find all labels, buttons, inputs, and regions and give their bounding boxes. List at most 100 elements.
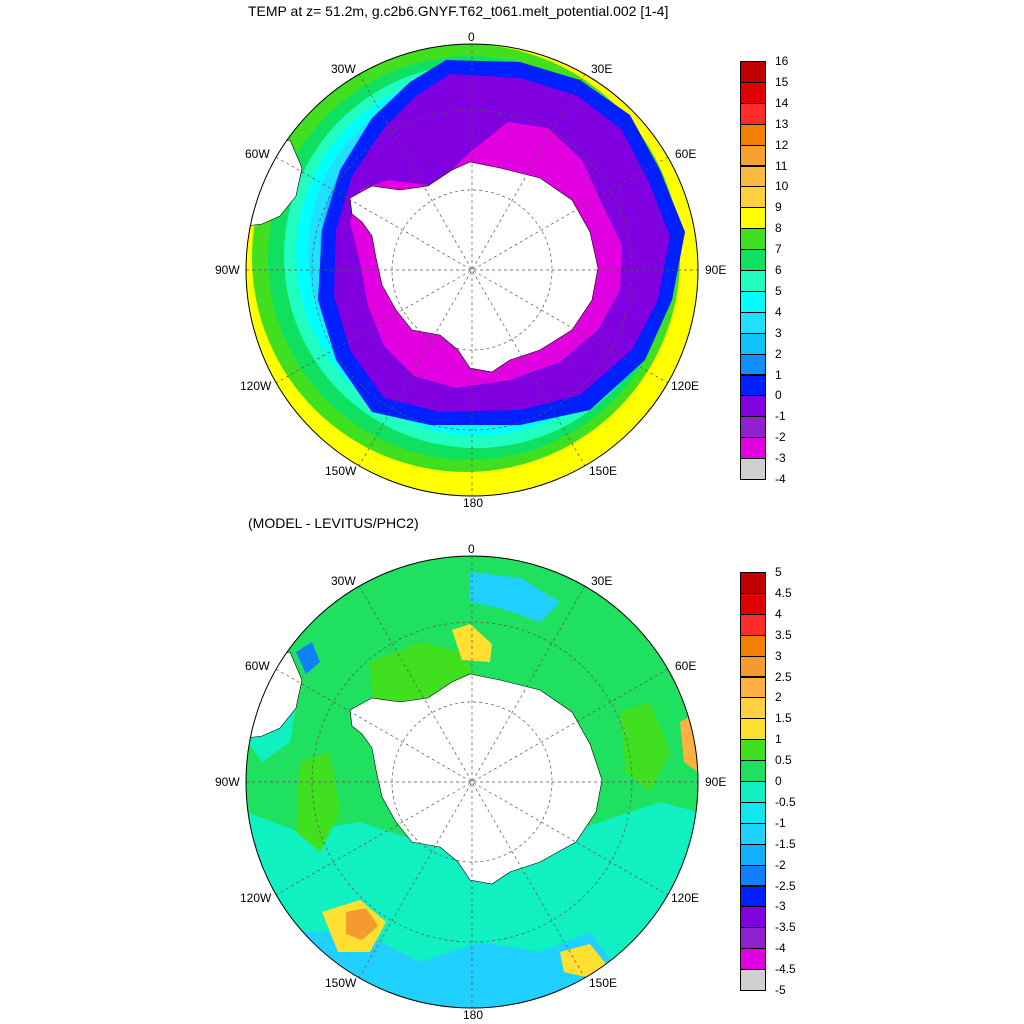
difference-colorbar-color-box — [740, 613, 766, 636]
temperature-colorbar-color-box — [740, 102, 766, 125]
difference-colorbar-color-box — [740, 801, 766, 824]
temperature-colorbar-color-box — [740, 81, 766, 104]
lon-label-0: 0 — [468, 30, 475, 44]
lon-label-30w: 30W — [331, 574, 356, 588]
lon-label-180: 180 — [463, 1008, 484, 1022]
temperature-polar-map — [245, 43, 699, 497]
antarctica-land — [349, 673, 603, 885]
temperature-colorbar-label: -1 — [775, 409, 786, 424]
difference-colorbar-label: 4 — [775, 606, 782, 621]
difference-colorbar-label: -2 — [775, 857, 786, 872]
lon-label-30e: 30E — [591, 574, 613, 588]
temperature-colorbar-color-box — [740, 186, 766, 209]
difference-colorbar-color-box — [740, 572, 766, 594]
temperature-colorbar-label: 12 — [775, 137, 789, 152]
difference-colorbar-label: -2.5 — [775, 878, 796, 893]
diff-region-minus2 — [296, 642, 320, 674]
temperature-colorbar-label: 11 — [775, 158, 788, 173]
temperature-colorbar-label: 13 — [775, 116, 789, 131]
difference-panel: 0 30E 60E 90E 120E 150E 180 150W 120W 90… — [0, 512, 1024, 1024]
difference-colorbar-color-box — [740, 927, 766, 950]
temperature-colorbar-label: 14 — [775, 95, 789, 110]
lon-label-120e: 120E — [671, 891, 700, 905]
lon-label-90e: 90E — [705, 263, 727, 277]
diff-region-plus3 — [346, 908, 378, 940]
difference-polar-map — [245, 555, 699, 1009]
difference-colorbar-label: -4 — [775, 941, 786, 956]
lon-label-90w: 90W — [215, 775, 240, 789]
temperature-colorbar-label: 8 — [775, 221, 782, 236]
difference-colorbar-color-box — [740, 760, 766, 782]
difference-colorbar-color-box — [740, 739, 766, 762]
difference-colorbar-label: 4.5 — [775, 585, 792, 600]
lon-label-150e: 150E — [589, 976, 618, 990]
lon-label-60w: 60W — [245, 147, 270, 161]
difference-colorbar-color-box — [740, 969, 766, 991]
difference-colorbar-label: 0 — [775, 774, 782, 788]
temperature-colorbar-color-box — [740, 353, 766, 376]
lon-label-120w: 120W — [240, 379, 272, 393]
temperature-colorbar-color-box — [740, 207, 766, 230]
difference-colorbar-color-box — [740, 843, 766, 866]
temperature-colorbar-color-box — [740, 332, 766, 355]
difference-colorbar: 5 4.5 4 3.5 3 2.5 2 1.5 1 0.5 0 -0.5 -1 -1.5 -2 -2.5 -3 -… — [740, 565, 796, 997]
temperature-colorbar-color-box — [740, 144, 766, 167]
difference-colorbar-label: 2.5 — [775, 669, 792, 684]
difference-colorbar-label: 2 — [775, 690, 782, 705]
difference-colorbar-color-box — [740, 885, 766, 908]
diff-region-plus15-c — [560, 944, 606, 978]
temperature-colorbar-label: 2 — [775, 346, 782, 361]
difference-colorbar-label: 3.5 — [775, 627, 792, 642]
difference-colorbar-color-box — [740, 655, 766, 678]
difference-colorbar-label: -1 — [775, 815, 786, 830]
lon-label-90e: 90E — [705, 775, 727, 789]
temperature-colorbar: 16 15 14 13 12 11 10 9 8 7 6 5 4 3 2 1 0 -1 -2 -3 -4 — [740, 54, 788, 486]
difference-colorbar-label: -5 — [775, 983, 786, 997]
temperature-colorbar-label: 1 — [775, 367, 782, 382]
difference-colorbar-label: -0.5 — [775, 794, 796, 809]
difference-colorbar-label: -1.5 — [775, 836, 796, 851]
difference-colorbar-color-box — [740, 718, 766, 741]
lon-label-180: 180 — [463, 496, 484, 510]
temperature-colorbar-color-box — [740, 61, 766, 83]
temperature-colorbar-label: 3 — [775, 325, 782, 340]
temperature-colorbar-color-box — [740, 416, 766, 439]
difference-colorbar-color-box — [740, 864, 766, 887]
temperature-colorbar-color-box — [740, 123, 766, 146]
difference-colorbar-color-box — [740, 592, 766, 615]
temperature-colorbar-color-box — [740, 165, 766, 188]
diff-region-plus05-b — [296, 752, 340, 852]
lon-label-60w: 60W — [245, 659, 270, 673]
difference-colorbar-label: 3 — [775, 648, 782, 663]
difference-colorbar-label: 0.5 — [775, 753, 792, 768]
difference-colorbar-color-box — [740, 676, 766, 699]
lon-label-30e: 30E — [591, 62, 613, 76]
difference-colorbar-color-box — [740, 948, 766, 971]
difference-colorbar-label: -3 — [775, 899, 786, 914]
temperature-colorbar-color-box — [740, 270, 766, 292]
temperature-colorbar-color-box — [740, 311, 766, 334]
difference-colorbar-color-box — [740, 697, 766, 720]
diff-region-plus05-c — [620, 702, 670, 792]
temperature-colorbar-label: 6 — [775, 263, 782, 277]
lon-label-150e: 150E — [589, 464, 618, 478]
difference-colorbar-color-box — [740, 822, 766, 845]
temperature-colorbar-color-box — [740, 458, 766, 480]
lon-label-150w: 150W — [325, 976, 357, 990]
lon-label-90w: 90W — [215, 263, 240, 277]
temperature-colorbar-label: 5 — [775, 283, 782, 298]
temperature-colorbar-color-box — [740, 395, 766, 418]
difference-colorbar-label: -3.5 — [775, 920, 796, 935]
difference-colorbar-color-box — [740, 634, 766, 657]
map-title-bottom: (MODEL - LEVITUS/PHC2) — [248, 515, 419, 531]
temperature-colorbar-label: 16 — [775, 54, 789, 68]
temperature-colorbar-color-box — [740, 249, 766, 271]
lon-label-120w: 120W — [240, 891, 272, 905]
lon-label-120e: 120E — [671, 379, 700, 393]
lon-label-60e: 60E — [675, 147, 697, 161]
difference-colorbar-color-box — [740, 781, 766, 803]
difference-colorbar-label: 5 — [775, 565, 782, 579]
difference-colorbar-color-box — [740, 906, 766, 929]
temperature-colorbar-label: 15 — [775, 74, 789, 89]
temperature-colorbar-label: 9 — [775, 200, 782, 215]
